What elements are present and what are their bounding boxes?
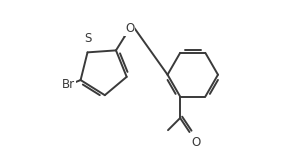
Text: O: O xyxy=(125,22,134,35)
Text: O: O xyxy=(192,136,201,149)
Text: S: S xyxy=(84,32,91,45)
Text: Br: Br xyxy=(62,78,75,92)
